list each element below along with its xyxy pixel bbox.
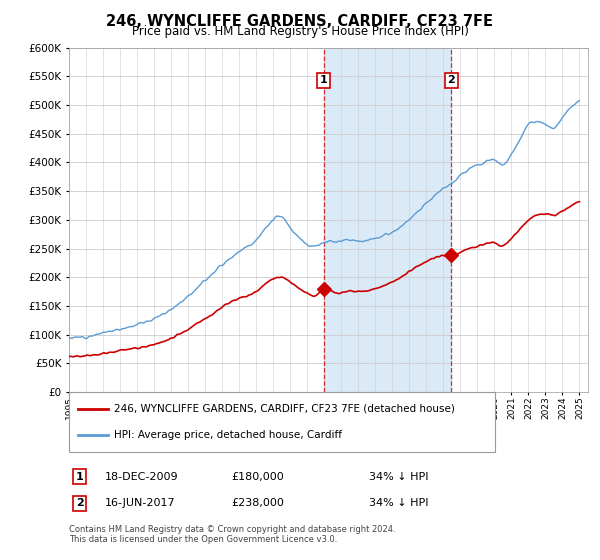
Text: 34% ↓ HPI: 34% ↓ HPI	[369, 472, 428, 482]
Text: 16-JUN-2017: 16-JUN-2017	[105, 498, 176, 508]
Text: £180,000: £180,000	[231, 472, 284, 482]
Text: 246, WYNCLIFFE GARDENS, CARDIFF, CF23 7FE (detached house): 246, WYNCLIFFE GARDENS, CARDIFF, CF23 7F…	[114, 404, 455, 414]
Text: Price paid vs. HM Land Registry's House Price Index (HPI): Price paid vs. HM Land Registry's House …	[131, 25, 469, 38]
Text: 18-DEC-2009: 18-DEC-2009	[105, 472, 179, 482]
Text: £238,000: £238,000	[231, 498, 284, 508]
Text: Contains HM Land Registry data © Crown copyright and database right 2024.
This d: Contains HM Land Registry data © Crown c…	[69, 525, 395, 544]
Text: 1: 1	[76, 472, 83, 482]
Text: HPI: Average price, detached house, Cardiff: HPI: Average price, detached house, Card…	[114, 430, 342, 440]
Text: 34% ↓ HPI: 34% ↓ HPI	[369, 498, 428, 508]
Text: 2: 2	[76, 498, 83, 508]
Text: 2: 2	[447, 76, 455, 85]
Text: 246, WYNCLIFFE GARDENS, CARDIFF, CF23 7FE: 246, WYNCLIFFE GARDENS, CARDIFF, CF23 7F…	[107, 14, 493, 29]
Text: 1: 1	[320, 76, 328, 85]
